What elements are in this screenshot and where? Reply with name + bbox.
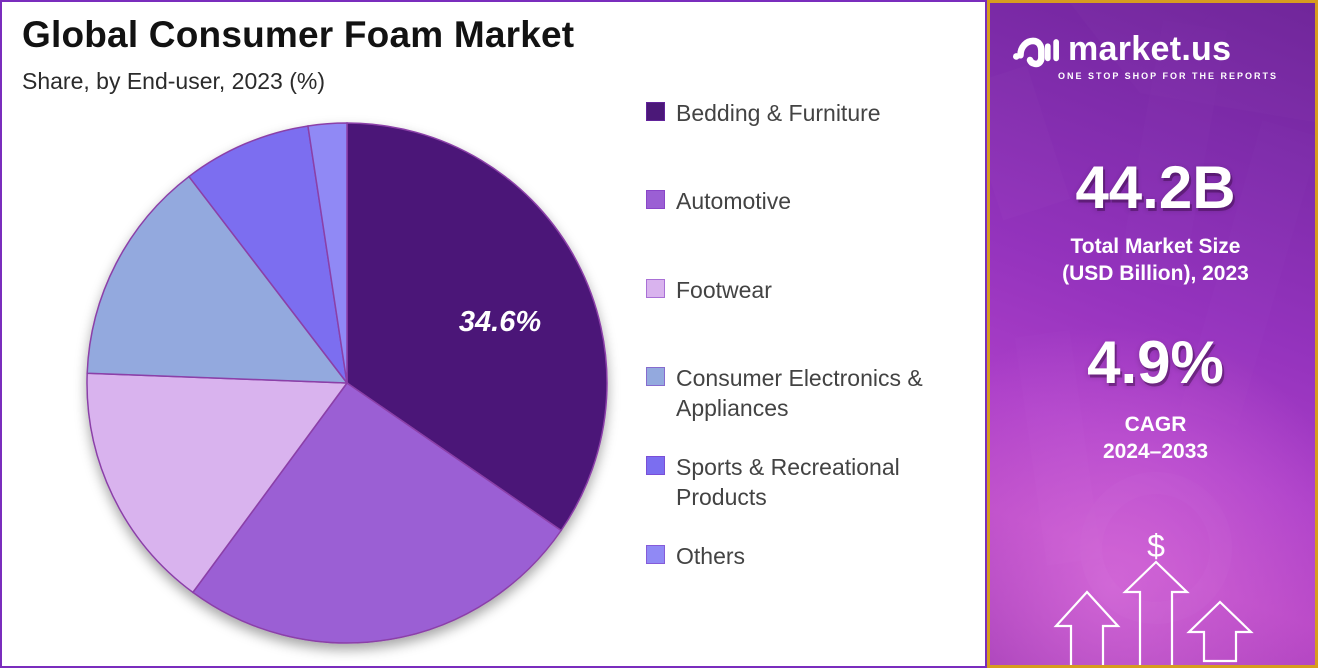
svg-text:$: $ [1147,528,1165,564]
svg-text:34.6%: 34.6% [459,306,541,338]
